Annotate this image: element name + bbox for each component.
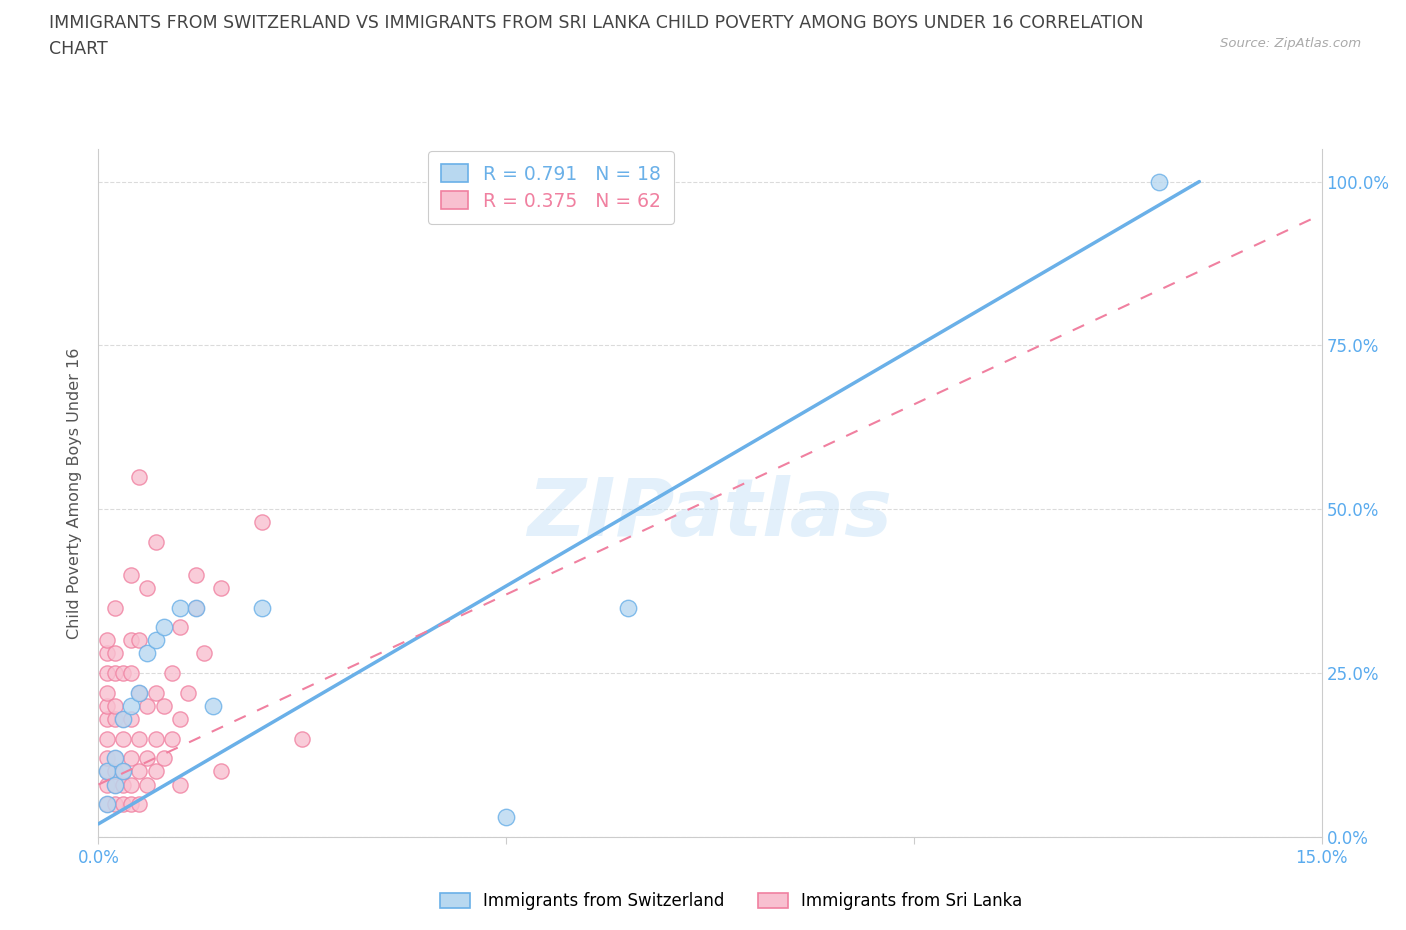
Text: ZIPatlas: ZIPatlas [527,474,893,552]
Point [120,567,142,582]
Point [136,777,159,792]
Point [169,619,191,634]
Point [120,751,142,765]
Legend: R = 0.791   N = 18, R = 0.375   N = 62: R = 0.791 N = 18, R = 0.375 N = 62 [429,152,673,224]
Point [104,764,127,779]
Text: IMMIGRANTS FROM SWITZERLAND VS IMMIGRANTS FROM SRI LANKA CHILD POVERTY AMONG BOY: IMMIGRANTS FROM SWITZERLAND VS IMMIGRANT… [49,14,1143,32]
Point [152,698,174,713]
Point [111,777,134,792]
Point [120,797,142,812]
Point [96,764,118,779]
Point [104,646,127,661]
Point [209,764,232,779]
Point [96,685,118,700]
Point [104,797,127,812]
Point [96,777,118,792]
Point [136,751,159,765]
Point [96,646,118,661]
Point [96,711,118,726]
Y-axis label: Child Poverty Among Boys Under 16: Child Poverty Among Boys Under 16 [67,347,83,639]
Point [177,685,200,700]
Point [291,731,314,746]
Point [104,751,127,765]
Point [111,797,134,812]
Point [96,751,118,765]
Point [128,797,150,812]
Point [96,731,118,746]
Point [145,535,167,550]
Point [104,777,127,792]
Point [250,515,273,530]
Point [104,711,127,726]
Point [120,666,142,681]
Point [120,698,142,713]
Point [120,777,142,792]
Point [193,646,215,661]
Point [250,600,273,615]
Point [104,600,127,615]
Point [96,666,118,681]
Text: CHART: CHART [49,40,108,58]
Point [186,600,208,615]
Point [111,711,134,726]
Point [111,731,134,746]
Point [160,731,183,746]
Point [136,698,159,713]
Point [128,633,150,648]
Point [169,711,191,726]
Point [104,777,127,792]
Point [128,764,150,779]
Point [111,711,134,726]
Point [128,469,150,484]
Point [104,698,127,713]
Text: Source: ZipAtlas.com: Source: ZipAtlas.com [1220,37,1361,50]
Point [128,685,150,700]
Point [96,764,118,779]
Point [495,810,517,825]
Point [169,600,191,615]
Point [120,633,142,648]
Point [145,685,167,700]
Point [160,666,183,681]
Point [128,685,150,700]
Legend: Immigrants from Switzerland, Immigrants from Sri Lanka: Immigrants from Switzerland, Immigrants … [433,885,1029,917]
Point [120,711,142,726]
Point [145,633,167,648]
Point [111,666,134,681]
Point [186,567,208,582]
Point [96,797,118,812]
Point [96,633,118,648]
Point [169,777,191,792]
Point [136,580,159,595]
Point [152,619,174,634]
Point [145,764,167,779]
Point [186,600,208,615]
Point [152,751,174,765]
Point [111,764,134,779]
Point [136,646,159,661]
Point [104,751,127,765]
Point [201,698,224,713]
Point [104,666,127,681]
Point [1147,174,1170,189]
Point [209,580,232,595]
Point [96,698,118,713]
Point [111,764,134,779]
Point [145,731,167,746]
Point [617,600,640,615]
Point [96,797,118,812]
Point [128,731,150,746]
